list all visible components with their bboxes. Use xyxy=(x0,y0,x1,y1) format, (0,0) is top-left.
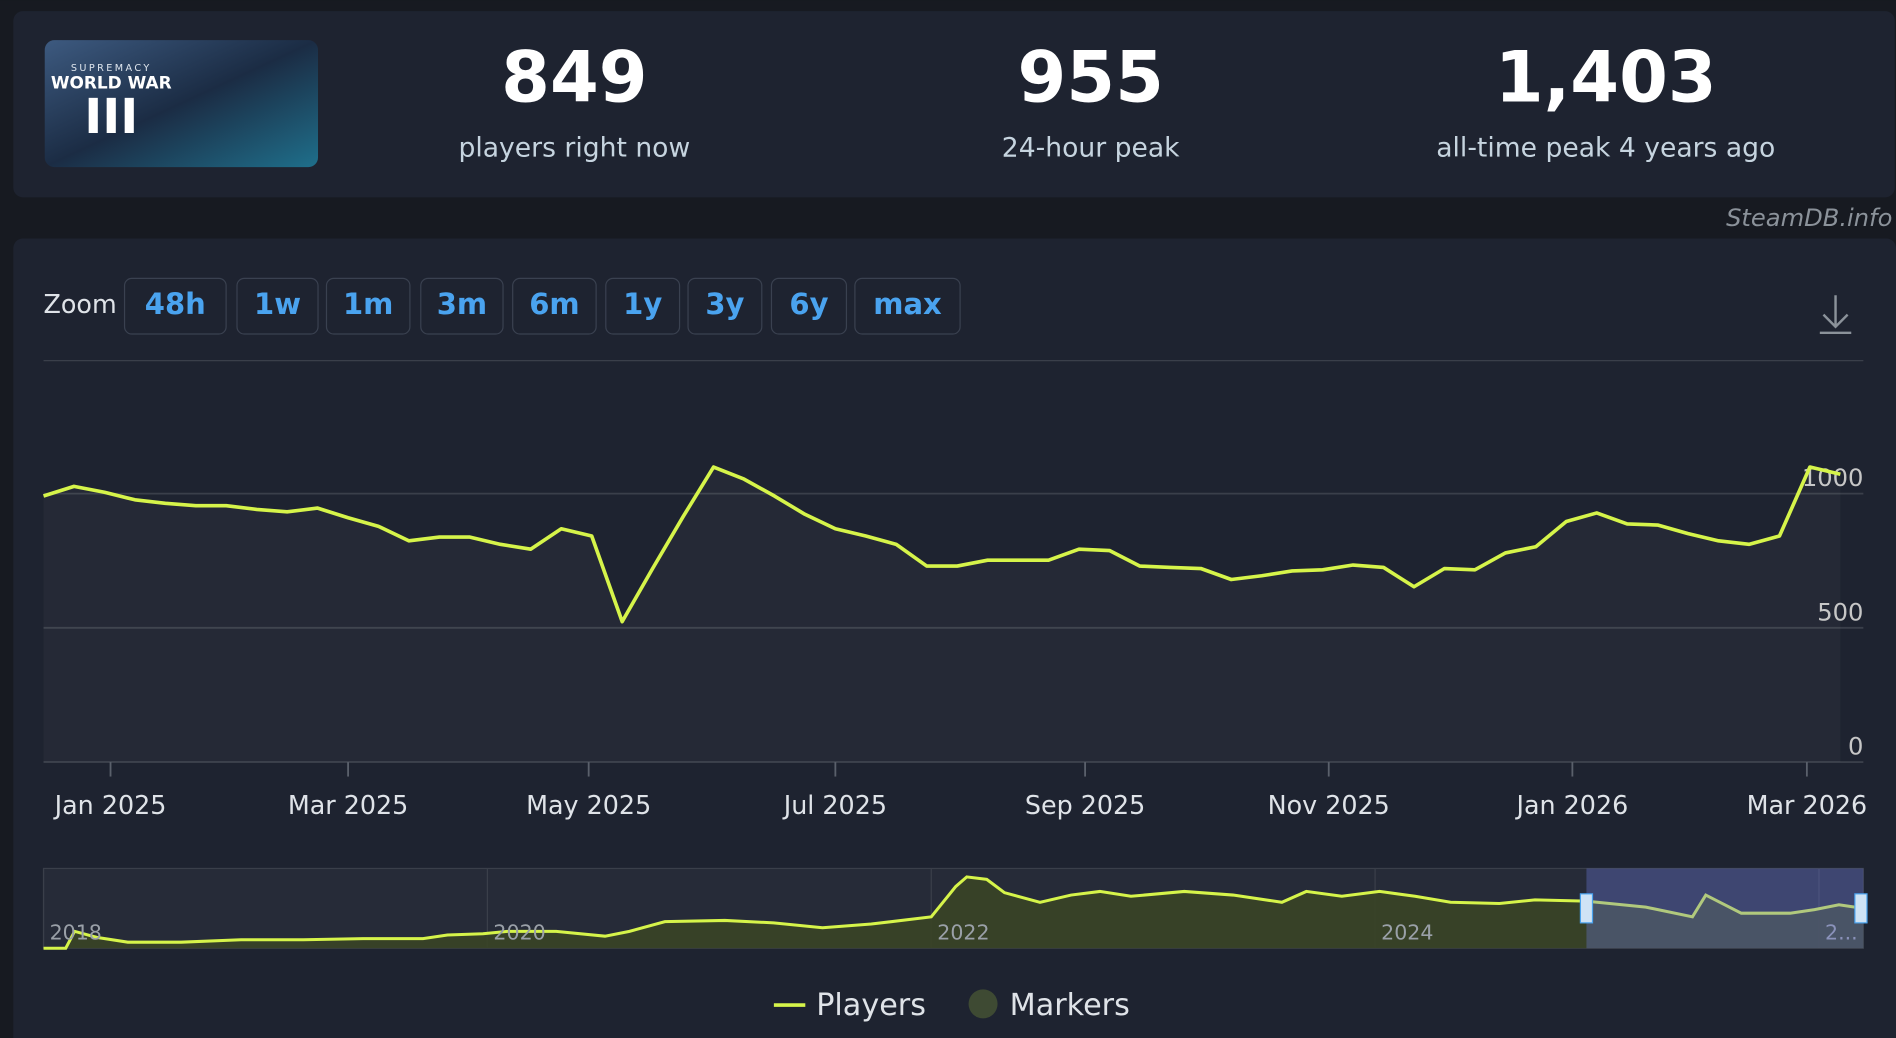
zoom-button[interactable] xyxy=(236,277,319,335)
chart-panel xyxy=(13,238,1896,1038)
stats-panel xyxy=(13,11,1895,198)
navigator-tick-label: 2... xyxy=(1825,921,1858,945)
legend-label[interactable]: Players xyxy=(816,988,926,1023)
zoom-button[interactable] xyxy=(854,277,961,335)
zoom-button-label[interactable]: 48h xyxy=(145,287,206,321)
stat-label: 24-hour peak xyxy=(1002,132,1180,163)
legend-swatch xyxy=(968,989,998,1019)
game-logo xyxy=(44,40,319,168)
logo-title: WORLD WAR xyxy=(51,73,172,93)
zoom-button[interactable] xyxy=(123,277,227,335)
stat-label: all-time peak 4 years ago xyxy=(1436,132,1775,163)
navigator-area xyxy=(43,876,1864,949)
zoom-button-label[interactable]: 1y xyxy=(623,287,662,321)
legend-label[interactable]: Markers xyxy=(1010,988,1130,1023)
stat-label: players right now xyxy=(458,132,690,163)
zoom-button-label[interactable]: 3y xyxy=(705,287,744,321)
zoom-button-label[interactable]: max xyxy=(873,287,942,321)
x-tick-label: Mar 2026 xyxy=(1747,790,1868,820)
zoom-button[interactable] xyxy=(770,277,848,335)
navigator-tick-label: 2022 xyxy=(937,921,989,945)
x-tick-label: Sep 2025 xyxy=(1025,790,1145,820)
navigator-tick-label: 2020 xyxy=(493,921,545,945)
zoom-button-label[interactable]: 6y xyxy=(789,287,828,321)
stat-value: 955 xyxy=(1017,37,1163,119)
download-icon[interactable] xyxy=(1819,295,1852,334)
zoom-button[interactable] xyxy=(325,277,411,335)
zoom-button-label[interactable]: 1m xyxy=(343,287,393,321)
x-tick-label: Mar 2025 xyxy=(288,790,409,820)
navigator-window[interactable] xyxy=(1586,868,1864,949)
navigator-tick-label: 2018 xyxy=(50,921,102,945)
source: SteamDB.info xyxy=(1726,204,1892,232)
x-tick-label: Jan 2025 xyxy=(53,790,167,820)
navigator-tick-label: 2024 xyxy=(1381,921,1433,945)
navigator-handle[interactable] xyxy=(1854,893,1868,924)
logo-numeral: III xyxy=(84,89,138,145)
zoom-label: Zoom xyxy=(44,289,117,319)
zoom-button-label[interactable]: 3m xyxy=(437,287,487,321)
y-tick-label: 500 xyxy=(1817,598,1863,626)
logo-brand: SUPREMACY xyxy=(71,63,152,74)
navigator-handle[interactable] xyxy=(1579,893,1594,924)
x-tick-label: Jan 2026 xyxy=(1514,790,1628,820)
zoom-button[interactable] xyxy=(420,277,504,335)
stat-value: 849 xyxy=(501,37,647,119)
download-glyph[interactable] xyxy=(1819,295,1852,334)
zoom-button[interactable] xyxy=(605,277,681,335)
zoom-button[interactable] xyxy=(687,277,763,335)
x-tick-label: May 2025 xyxy=(526,790,651,820)
x-tick-label: Nov 2025 xyxy=(1268,790,1390,820)
zoom-button-label[interactable]: 6m xyxy=(529,287,579,321)
series-line xyxy=(42,465,1841,624)
x-tick-label: Jul 2025 xyxy=(782,790,887,820)
zoom-button-label[interactable]: 1w xyxy=(254,287,301,321)
stat-value: 1,403 xyxy=(1495,37,1717,119)
y-tick-label: 0 xyxy=(1848,733,1863,761)
zoom-button[interactable] xyxy=(512,277,597,335)
